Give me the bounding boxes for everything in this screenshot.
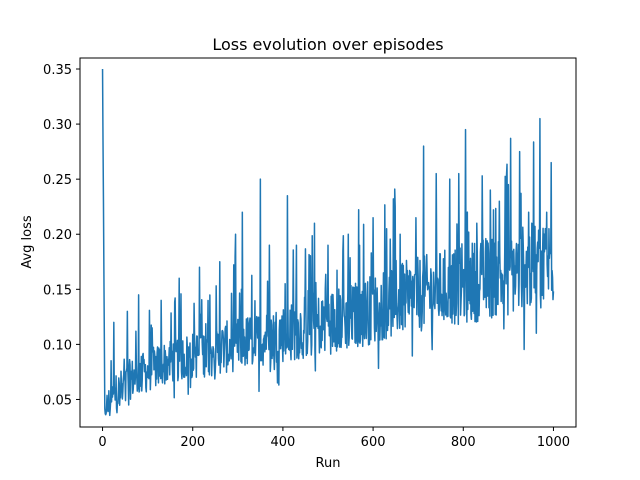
axes-frame	[79, 57, 577, 428]
plot-area	[101, 69, 555, 417]
x-axis: 0 200 400 600 800 1000	[98, 427, 570, 450]
y-tick-label: 0.25	[43, 173, 72, 188]
x-tick-label: 400	[270, 435, 295, 450]
x-tick-label: 1000	[537, 435, 570, 450]
x-tick-label: 600	[361, 435, 386, 450]
loss-series-line	[101, 69, 555, 417]
x-tick-label: 0	[98, 435, 106, 450]
y-tick-label: 0.15	[43, 283, 72, 298]
y-tick-label: 0.05	[43, 393, 72, 408]
y-tick-label: 0.30	[43, 118, 72, 133]
x-tick-label: 800	[451, 435, 476, 450]
x-tick-label: 200	[180, 435, 205, 450]
y-axis: 0.05 0.10 0.15 0.20 0.25 0.30 0.35	[43, 63, 80, 408]
y-tick-label: 0.35	[43, 63, 72, 78]
y-axis-label: Avg loss	[20, 215, 35, 269]
chart-title: Loss evolution over episodes	[212, 35, 443, 54]
y-tick-label: 0.20	[43, 228, 72, 243]
y-tick-label: 0.10	[43, 338, 72, 353]
x-axis-label: Run	[316, 456, 341, 471]
